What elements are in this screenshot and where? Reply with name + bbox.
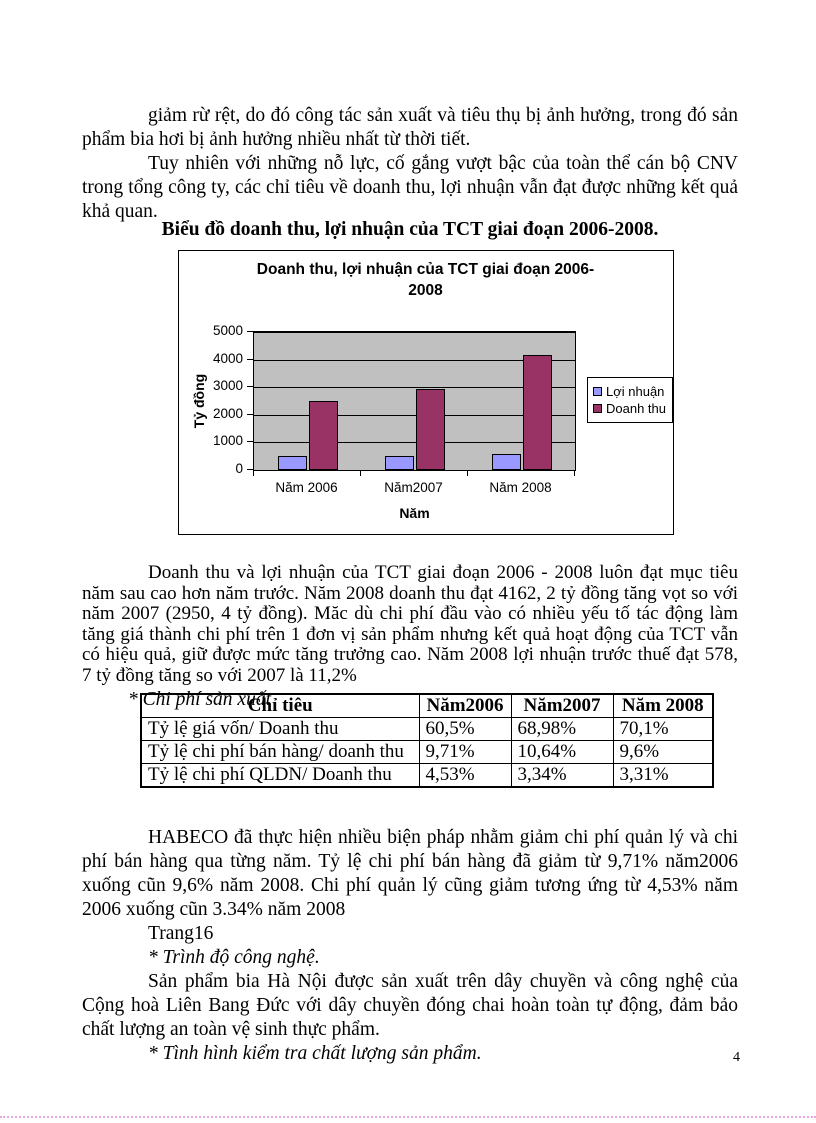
y-tick-label-0: 0: [235, 461, 243, 476]
y-tick-label-2000: 2000: [212, 405, 243, 421]
gridline-1000: [254, 442, 575, 444]
legend-marker-Lợi nhuận: [593, 387, 602, 396]
legend-label: Doanh thu: [606, 401, 666, 416]
table-header-2006: Năm2006: [418, 693, 512, 718]
x-category-label-Năm 2008: Năm 2008: [489, 480, 552, 495]
paragraph-revenue-analysis: Doanh thu và lợi nhuận của TCT giai đoạn…: [82, 562, 738, 686]
table-row: Tỷ lệ chi phí QLDN/ Doanh thu 4,53% 3,34…: [140, 763, 714, 788]
table-row: Tỷ lệ chi phí bán hàng/ doanh thu 9,71% …: [140, 740, 714, 764]
paragraph-effort-results: Tuy nhiên với những nỗ lực, cố gắng vượt…: [82, 152, 738, 222]
bar-Lợi nhuận-Năm 2008: [491, 454, 521, 470]
legend-item-Doanh thu: Doanh thu: [593, 401, 666, 416]
gridline-5000: [254, 332, 575, 333]
bar-Doanh thu-Năm 2008: [522, 355, 552, 470]
subheading-quality-control: * Tình hình kiểm tra chất lượng sản phẩm…: [148, 1042, 482, 1064]
table-cell: Tỷ lệ chi phí bán hàng/ doanh thu: [140, 740, 420, 764]
table-cell: 10,64%: [510, 740, 614, 764]
subheading-technology-level: * Trình độ công nghệ.: [148, 946, 320, 968]
bar-Doanh thu-Năm 2006: [308, 401, 338, 470]
table-cell: 60,5%: [418, 717, 512, 741]
table-cell: Tỷ lệ giá vốn/ Doanh thu: [140, 717, 420, 741]
x-tick-mark-0: [253, 471, 254, 476]
y-tick-mark-0: [247, 469, 253, 470]
y-tick-label-4000: 4000: [212, 350, 243, 366]
gridline-3000: [254, 387, 575, 389]
chart-x-axis-label: Năm: [399, 505, 430, 521]
y-tick-label-1000: 1000: [212, 433, 243, 449]
chart-heading: Biểu đồ doanh thu, lợi nhuận của TCT gia…: [161, 219, 659, 240]
table-cell: 3,31%: [612, 763, 714, 788]
y-tick-mark-4000: [247, 358, 253, 360]
table-cell: Tỷ lệ chi phí QLDN/ Doanh thu: [140, 763, 420, 788]
bar-Doanh thu-Năm2007: [415, 389, 445, 470]
y-tick-mark-3000: [247, 386, 253, 388]
legend-label: Lợi nhuận: [606, 384, 665, 399]
gridline-4000: [254, 359, 575, 361]
paragraph-technology: Sản phẩm bia Hà Nội được sản xuất trên d…: [82, 970, 738, 1040]
table-header-2008: Năm 2008: [612, 693, 714, 718]
table-cell: 4,53%: [418, 763, 512, 788]
table-row: Tỷ lệ giá vốn/ Doanh thu 60,5% 68,98% 70…: [140, 717, 714, 741]
gridline-2000: [254, 414, 575, 416]
y-tick-label-5000: 5000: [212, 323, 243, 338]
chart-legend: Lợi nhuận Doanh thu: [587, 377, 673, 423]
page-break-dotted-line: [0, 1116, 816, 1118]
x-tick-mark-3: [574, 471, 575, 476]
page-number: 4: [733, 1050, 740, 1065]
table-cell: 9,71%: [418, 740, 512, 764]
y-tick-label-3000: 3000: [212, 378, 243, 394]
paragraph-weather-impact: giảm rừ rệt, do đó công tác sản xuất và …: [82, 104, 738, 150]
table-cell: 70,1%: [612, 717, 714, 741]
paragraph-trang16: Trang16: [148, 922, 214, 944]
bar-Lợi nhuận-Năm 2006: [277, 456, 307, 470]
revenue-profit-chart: Doanh thu, lợi nhuận của TCT giai đoạn 2…: [178, 250, 674, 535]
chart-title: Doanh thu, lợi nhuận của TCT giai đoạn 2…: [256, 261, 595, 299]
x-tick-mark-1: [360, 471, 361, 476]
x-category-label-Năm2007: Năm2007: [384, 480, 443, 495]
x-category-label-Năm 2006: Năm 2006: [275, 480, 338, 495]
table-header-2007: Năm2007: [510, 693, 614, 718]
chart-plot-area: [253, 331, 576, 471]
table-header-row: Chỉ tiêu Năm2006 Năm2007 Năm 2008: [140, 693, 714, 718]
paragraph-habeco-measures: HABECO đã thực hiện nhiều biện pháp nhằm…: [82, 826, 738, 920]
y-tick-mark-1000: [247, 441, 253, 443]
table-cell: 3,34%: [510, 763, 614, 788]
table-header-criteria: Chỉ tiêu: [140, 693, 420, 718]
bar-Lợi nhuận-Năm2007: [384, 456, 414, 470]
x-tick-mark-2: [467, 471, 468, 476]
legend-item-Lợi nhuận: Lợi nhuận: [593, 384, 666, 399]
table-cell: 9,6%: [612, 740, 714, 764]
cost-ratio-table: Chỉ tiêu Năm2006 Năm2007 Năm 2008 Tỷ lệ …: [140, 693, 714, 788]
y-tick-mark-2000: [247, 413, 253, 415]
table-cell: 68,98%: [510, 717, 614, 741]
y-tick-mark-5000: [247, 331, 253, 332]
legend-marker-Doanh thu: [593, 404, 602, 413]
